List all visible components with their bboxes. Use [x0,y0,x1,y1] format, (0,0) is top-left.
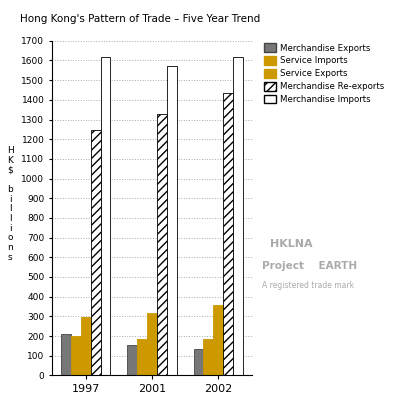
Bar [157,113,167,375]
Bar [71,336,81,375]
Bar [194,349,203,375]
Bar [127,345,137,375]
Text: Project    EARTH: Project EARTH [262,261,357,271]
Bar [223,93,233,375]
Bar [214,306,223,375]
Bar [91,130,100,375]
Bar [167,67,177,375]
Bar [101,57,110,375]
Bar [81,317,90,375]
Legend: Merchandise Exports, Service Imports, Service Exports, Merchandise Re-exports, M: Merchandise Exports, Service Imports, Se… [262,42,386,106]
Text: H
K
$

b
i
l
l
i
o
n
s: H K $ b i l l i o n s [7,146,13,262]
Bar [233,57,243,375]
Bar [137,339,147,375]
Text: Hong Kong's Pattern of Trade – Five Year Trend: Hong Kong's Pattern of Trade – Five Year… [20,14,260,24]
Text: HKLNA: HKLNA [270,239,313,249]
Bar [204,339,213,375]
Bar [147,313,157,375]
Bar [61,334,71,375]
Text: A registered trade mark: A registered trade mark [262,281,354,290]
